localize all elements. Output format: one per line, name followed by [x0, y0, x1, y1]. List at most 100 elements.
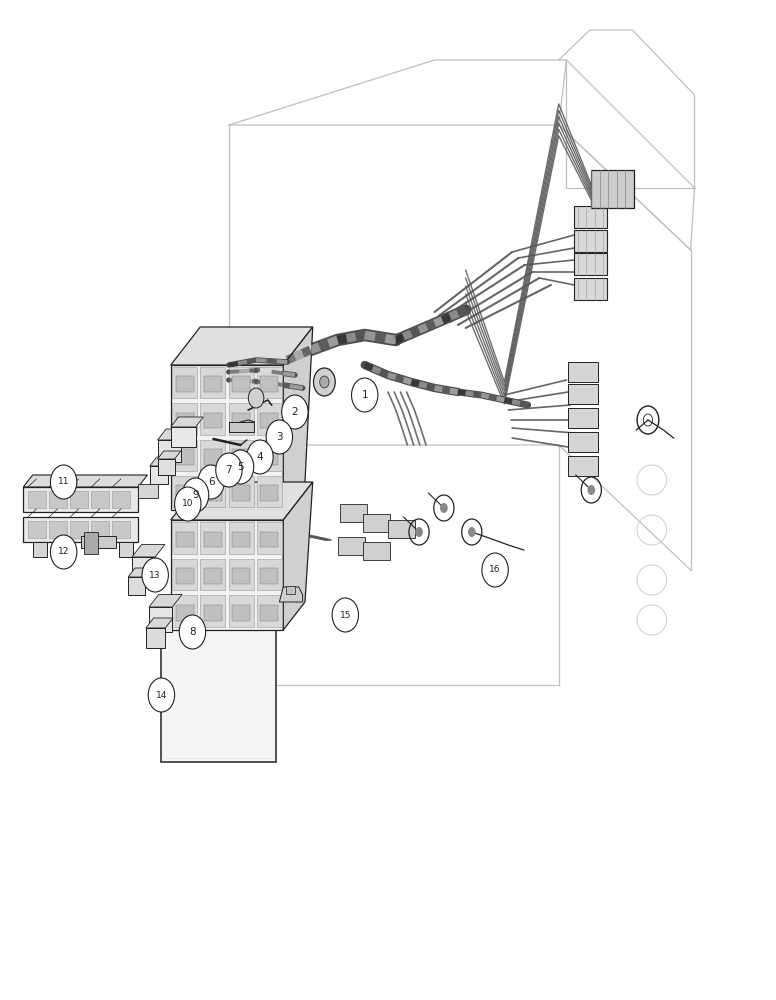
- Bar: [232, 568, 250, 584]
- Bar: [363, 514, 390, 532]
- Bar: [228, 367, 254, 398]
- Polygon shape: [283, 482, 313, 630]
- Bar: [161, 607, 276, 762]
- Text: 10: 10: [182, 499, 193, 508]
- Bar: [113, 521, 130, 538]
- Bar: [232, 605, 250, 621]
- Bar: [176, 531, 193, 547]
- Bar: [257, 595, 282, 627]
- Polygon shape: [158, 451, 181, 459]
- Circle shape: [332, 598, 359, 632]
- Bar: [574, 278, 607, 300]
- Polygon shape: [283, 327, 313, 510]
- Bar: [204, 605, 222, 621]
- Bar: [200, 476, 225, 507]
- Text: 11: 11: [58, 478, 69, 487]
- Circle shape: [50, 535, 77, 569]
- Text: 1: 1: [362, 390, 368, 400]
- Circle shape: [148, 678, 175, 712]
- Text: 6: 6: [208, 477, 214, 487]
- Bar: [23, 487, 138, 512]
- Text: 3: 3: [276, 432, 282, 442]
- Bar: [363, 542, 390, 560]
- Circle shape: [266, 420, 293, 454]
- Circle shape: [282, 395, 308, 429]
- Bar: [200, 522, 225, 554]
- Polygon shape: [128, 568, 152, 577]
- Circle shape: [227, 450, 254, 484]
- Text: 13: 13: [150, 570, 161, 580]
- Bar: [172, 440, 197, 471]
- Bar: [261, 531, 278, 547]
- Bar: [28, 491, 46, 508]
- Circle shape: [142, 558, 168, 592]
- Circle shape: [198, 465, 224, 499]
- Circle shape: [216, 453, 242, 487]
- Bar: [81, 536, 116, 548]
- Circle shape: [320, 376, 329, 388]
- Bar: [261, 568, 278, 584]
- Circle shape: [482, 553, 508, 587]
- Polygon shape: [23, 475, 147, 487]
- Bar: [176, 376, 193, 392]
- Text: 16: 16: [490, 566, 501, 574]
- Bar: [171, 520, 283, 630]
- Polygon shape: [146, 618, 173, 628]
- Bar: [257, 403, 282, 434]
- Bar: [204, 376, 222, 392]
- Bar: [261, 413, 278, 428]
- Bar: [171, 365, 283, 510]
- Bar: [574, 230, 607, 252]
- Bar: [172, 595, 197, 627]
- Bar: [568, 456, 598, 476]
- Bar: [232, 449, 250, 464]
- Bar: [158, 440, 181, 462]
- Circle shape: [179, 615, 206, 649]
- Polygon shape: [279, 587, 303, 602]
- Bar: [176, 413, 193, 428]
- Bar: [338, 537, 365, 555]
- Bar: [113, 491, 130, 508]
- Bar: [128, 577, 145, 595]
- Circle shape: [587, 485, 595, 495]
- Bar: [204, 485, 222, 501]
- Bar: [257, 476, 282, 507]
- Bar: [49, 521, 67, 538]
- Circle shape: [314, 368, 335, 396]
- Bar: [172, 367, 197, 398]
- Polygon shape: [132, 544, 165, 557]
- Bar: [92, 491, 109, 508]
- Bar: [591, 170, 634, 208]
- Bar: [228, 476, 254, 507]
- Bar: [261, 605, 278, 621]
- Polygon shape: [171, 327, 313, 365]
- Bar: [70, 491, 88, 508]
- Bar: [172, 403, 197, 434]
- Bar: [204, 531, 222, 547]
- Text: 14: 14: [156, 690, 167, 700]
- Bar: [146, 628, 165, 648]
- Bar: [84, 532, 98, 554]
- Bar: [172, 559, 197, 590]
- Bar: [200, 367, 225, 398]
- Circle shape: [468, 527, 476, 537]
- Bar: [340, 504, 367, 522]
- Text: 12: 12: [58, 548, 69, 556]
- Bar: [388, 520, 415, 538]
- Bar: [257, 559, 282, 590]
- Bar: [172, 476, 197, 507]
- Bar: [200, 403, 225, 434]
- Bar: [228, 595, 254, 627]
- Polygon shape: [171, 482, 313, 520]
- Bar: [574, 206, 607, 228]
- Text: 7: 7: [226, 465, 232, 475]
- Bar: [49, 491, 67, 508]
- Circle shape: [182, 478, 209, 512]
- Polygon shape: [149, 594, 182, 607]
- Bar: [257, 440, 282, 471]
- Circle shape: [415, 527, 423, 537]
- Polygon shape: [171, 417, 203, 427]
- Circle shape: [247, 440, 273, 474]
- Circle shape: [248, 388, 264, 408]
- Bar: [171, 427, 196, 447]
